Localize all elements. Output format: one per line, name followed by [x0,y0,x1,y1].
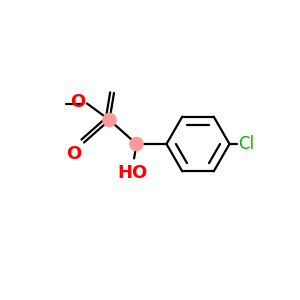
Text: HO: HO [117,164,147,181]
Circle shape [103,113,116,127]
Text: Cl: Cl [238,135,255,153]
Text: O: O [70,93,85,111]
Circle shape [130,137,143,151]
Text: O: O [66,145,82,163]
